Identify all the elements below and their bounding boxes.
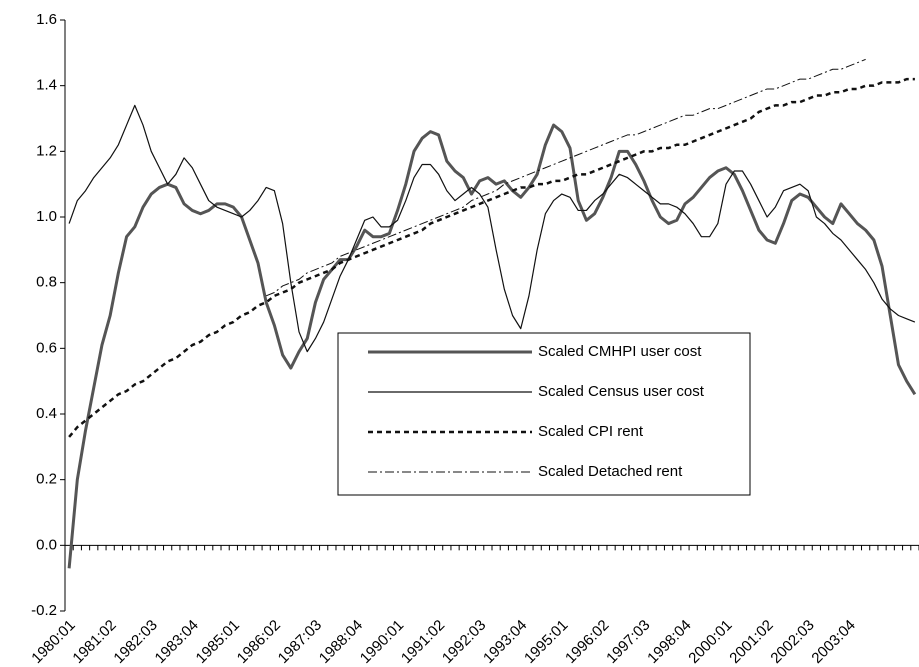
legend-label: Scaled Detached rent: [538, 463, 683, 480]
x-tick-label: 1996:02: [562, 617, 612, 667]
x-tick-label: 1991:02: [398, 617, 448, 667]
x-tick-label: 1990:01: [357, 617, 407, 667]
y-tick-label: 1.6: [36, 11, 57, 28]
series-line: [265, 58, 866, 297]
legend-box: [337, 332, 751, 496]
y-tick-label: 0.2: [36, 471, 57, 488]
x-tick-label: 1980:01: [28, 617, 78, 667]
x-tick-label: 2000:01: [685, 617, 735, 667]
y-tick-label: 1.0: [36, 208, 57, 225]
y-tick-label: -0.2: [31, 602, 57, 619]
x-tick-label: 1995:01: [521, 617, 571, 667]
y-tick-label: 0.4: [36, 405, 57, 422]
y-tick-label: 0.8: [36, 274, 57, 291]
x-tick-label: 1998:04: [644, 617, 694, 667]
legend-label: Scaled CMHPI user cost: [538, 343, 702, 360]
x-tick-label: 1987:03: [275, 617, 325, 667]
x-tick-label: 1982:03: [110, 617, 160, 667]
x-tick-label: 2003:04: [808, 617, 858, 667]
legend-label: Scaled CPI rent: [538, 423, 644, 440]
legend-label: Scaled Census user cost: [538, 383, 705, 400]
legend: Scaled CMHPI user cost Scaled Census user…: [337, 332, 751, 496]
x-tick-label: 1986:02: [234, 617, 284, 667]
x-tick-label: 1981:02: [69, 617, 119, 667]
y-tick-label: 0.0: [36, 536, 57, 553]
x-tick-label: 1997:03: [603, 617, 653, 667]
x-tick-label: 1988:04: [316, 617, 366, 667]
x-tick-label: 1992:03: [439, 617, 489, 667]
x-tick-label: 2001:02: [726, 617, 776, 667]
x-tick-label: 1993:04: [480, 617, 530, 667]
y-tick-label: 1.2: [36, 142, 57, 159]
x-tick-label: 2002:03: [767, 617, 817, 667]
series-line: [68, 77, 915, 438]
y-tick-label: 0.6: [36, 339, 57, 356]
y-tick-label: 1.4: [36, 77, 57, 94]
x-tick-label: 1983:04: [152, 617, 202, 667]
series-line: [68, 104, 916, 353]
series-line: [67, 123, 917, 569]
x-tick-label: 1985:01: [193, 617, 243, 667]
